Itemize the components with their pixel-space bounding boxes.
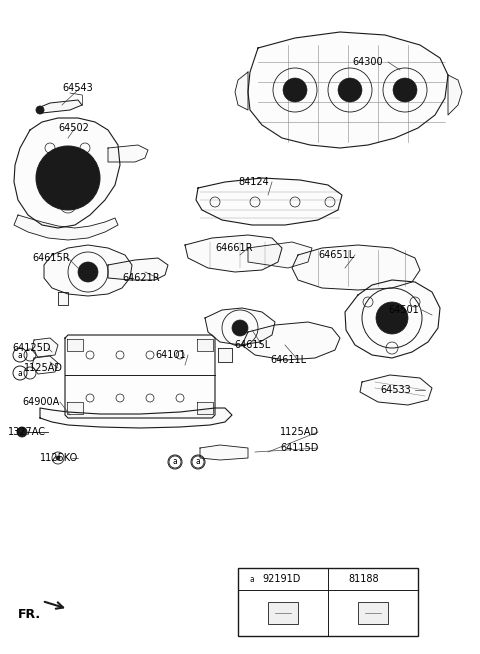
Circle shape — [369, 609, 377, 617]
Circle shape — [50, 160, 86, 196]
Polygon shape — [448, 75, 462, 115]
Circle shape — [232, 320, 248, 336]
Circle shape — [376, 302, 408, 334]
Polygon shape — [235, 72, 248, 110]
Polygon shape — [38, 100, 82, 113]
Polygon shape — [205, 308, 275, 345]
Polygon shape — [58, 292, 68, 305]
Circle shape — [78, 262, 98, 282]
Circle shape — [36, 146, 100, 210]
Text: 64621R: 64621R — [122, 273, 160, 283]
Polygon shape — [196, 178, 342, 225]
Text: 1327AC: 1327AC — [8, 427, 46, 437]
Text: 64543: 64543 — [62, 83, 93, 93]
Polygon shape — [200, 445, 248, 460]
Polygon shape — [40, 408, 232, 428]
Polygon shape — [108, 258, 168, 280]
Polygon shape — [248, 242, 312, 268]
Text: 64501: 64501 — [388, 305, 419, 315]
FancyBboxPatch shape — [358, 602, 388, 624]
Text: 64115D: 64115D — [280, 443, 318, 453]
Text: 81188: 81188 — [348, 574, 379, 584]
Polygon shape — [197, 402, 213, 414]
Polygon shape — [218, 348, 232, 362]
Polygon shape — [44, 245, 132, 296]
Polygon shape — [14, 215, 118, 240]
Text: 64611L: 64611L — [270, 355, 306, 365]
Text: 84124: 84124 — [238, 177, 269, 187]
Polygon shape — [67, 339, 83, 351]
Circle shape — [283, 78, 307, 102]
Polygon shape — [248, 32, 448, 148]
Text: 1125AD: 1125AD — [280, 427, 319, 437]
Polygon shape — [14, 118, 120, 228]
Circle shape — [17, 427, 27, 437]
Text: 64101: 64101 — [155, 350, 186, 360]
Text: 64661R: 64661R — [215, 243, 252, 253]
Text: 1125AD: 1125AD — [24, 363, 63, 373]
Text: a: a — [18, 368, 23, 377]
Text: 64125D: 64125D — [12, 343, 50, 353]
Text: 64502: 64502 — [58, 123, 89, 133]
Text: a: a — [196, 458, 200, 466]
Text: 64615L: 64615L — [234, 340, 270, 350]
Text: 64900A: 64900A — [22, 397, 59, 407]
Text: 64651L: 64651L — [318, 250, 354, 260]
Polygon shape — [185, 235, 282, 272]
Circle shape — [36, 106, 44, 114]
Text: 64300: 64300 — [352, 57, 383, 67]
Polygon shape — [32, 356, 58, 374]
Text: 64615R: 64615R — [32, 253, 70, 263]
Text: FR.: FR. — [18, 608, 41, 621]
Polygon shape — [32, 338, 58, 357]
Polygon shape — [360, 375, 432, 405]
Text: a: a — [173, 458, 178, 466]
Circle shape — [279, 609, 287, 617]
Circle shape — [338, 78, 362, 102]
Text: a: a — [18, 351, 23, 360]
Polygon shape — [292, 245, 420, 290]
Polygon shape — [345, 280, 440, 358]
Bar — [238, 568, 418, 636]
Text: 64533: 64533 — [380, 385, 411, 395]
Polygon shape — [197, 339, 213, 351]
Polygon shape — [65, 335, 215, 418]
Text: 92191D: 92191D — [262, 574, 300, 584]
Polygon shape — [242, 322, 340, 360]
Text: a: a — [250, 574, 254, 583]
Circle shape — [393, 78, 417, 102]
FancyBboxPatch shape — [268, 602, 298, 624]
Text: 1125KO: 1125KO — [40, 453, 78, 463]
Polygon shape — [67, 402, 83, 414]
Circle shape — [56, 456, 60, 460]
Polygon shape — [108, 145, 148, 162]
